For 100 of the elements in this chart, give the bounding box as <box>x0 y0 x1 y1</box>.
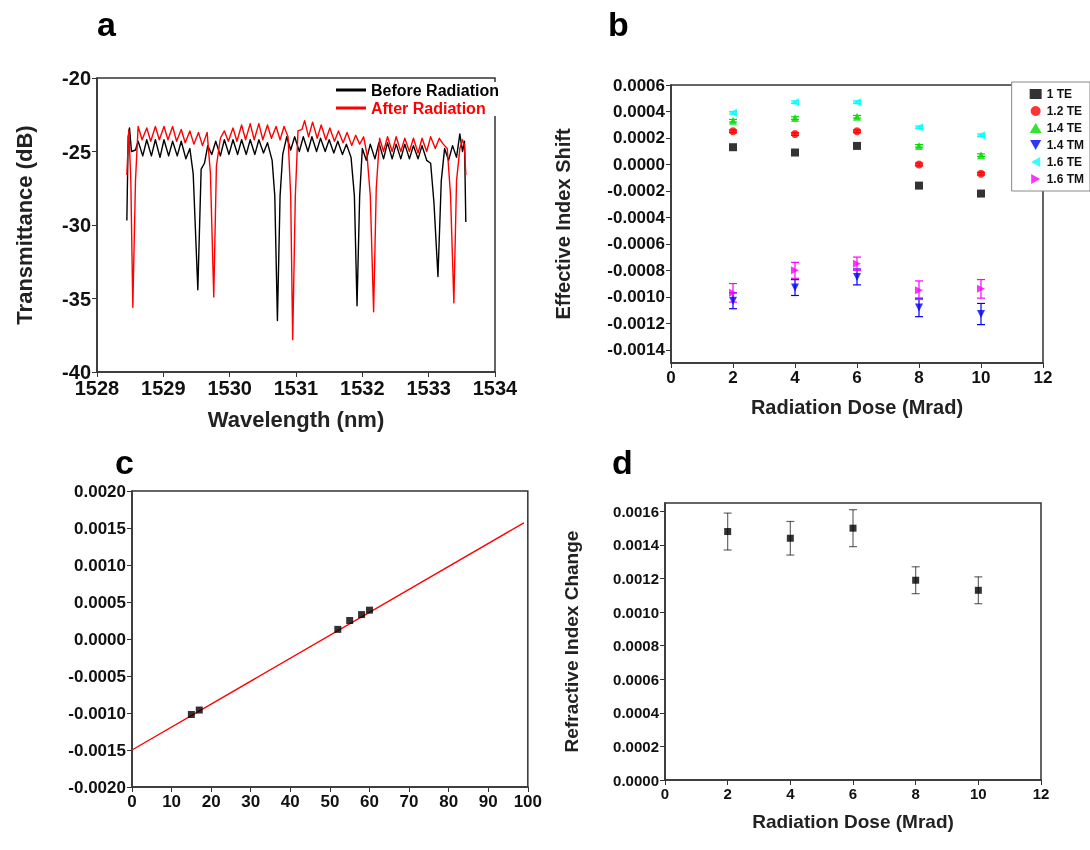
y-tick-label: 0.0006 <box>613 670 659 688</box>
x-tick-label: 0 <box>660 785 670 802</box>
legend-label: 1.4 TE <box>1046 121 1083 135</box>
y-tick-label: -0.0002 <box>607 181 665 201</box>
x-tick-label: 10 <box>971 368 991 387</box>
legend-label: 1.2 TE <box>1046 104 1083 118</box>
y-tick-label: -30 <box>62 214 91 236</box>
y-tick-label: -0.0010 <box>607 287 665 307</box>
point <box>195 706 203 714</box>
point <box>729 288 737 297</box>
point <box>791 283 799 292</box>
y-axis-title: Effective Index Shift <box>552 128 574 320</box>
x-tick-label: 1533 <box>406 377 451 399</box>
x-axis-title: Radiation Dose (Mrad) <box>752 811 954 832</box>
x-tick-label: 1529 <box>141 377 186 399</box>
x-tick-label: 60 <box>360 792 379 811</box>
legend-label: After Radiation <box>370 99 486 117</box>
y-tick-label: 0.0000 <box>74 629 126 649</box>
x-tick-label: 90 <box>478 792 498 811</box>
y-tick-label: -0.0015 <box>68 740 126 760</box>
legend-label: 1.6 TE <box>1046 155 1083 169</box>
point <box>849 524 857 532</box>
y-axis-title: Refractive Index Change <box>561 530 582 753</box>
y-tick-label: -0.0012 <box>607 313 665 333</box>
x-tick-label: 70 <box>399 792 419 811</box>
x-tick-label: 1531 <box>273 377 319 399</box>
x-tick-label: 8 <box>911 785 920 802</box>
x-tick-label: 12 <box>1032 785 1050 802</box>
legend-label: Before Radiation <box>370 81 499 99</box>
point <box>786 534 794 542</box>
point <box>791 266 799 275</box>
y-tick-label: 0.0012 <box>613 570 659 588</box>
x-tick-label: 12 <box>1033 368 1053 387</box>
y-tick-label: 0.0000 <box>613 771 659 789</box>
y-tick-label: 0.0004 <box>613 101 666 121</box>
y-tick-label: -25 <box>62 140 91 163</box>
y-tick-label: 0.0015 <box>74 518 126 538</box>
x-tick-label: 0 <box>127 792 137 811</box>
x-tick-label: 40 <box>280 792 300 811</box>
x-tick-label: 30 <box>241 792 261 811</box>
x-axis-title: Radiation Dose (Mrad) <box>750 396 964 418</box>
x-tick-label: 4 <box>790 368 801 387</box>
x-tick-label: 50 <box>320 792 340 811</box>
y-tick-label: -20 <box>62 67 91 89</box>
y-tick-label: -0.0010 <box>68 703 126 723</box>
point <box>915 286 923 295</box>
x-tick-label: 4 <box>786 785 796 802</box>
x-tick-label: 0 <box>666 368 676 387</box>
chart-title: b <box>608 5 629 43</box>
point <box>358 611 366 619</box>
point <box>187 710 195 718</box>
x-tick-label: 100 <box>513 792 543 811</box>
x-tick-label: 1530 <box>207 377 252 399</box>
y-tick-label: 0.0006 <box>613 75 665 95</box>
x-tick-label: 1534 <box>472 377 519 399</box>
point <box>729 296 737 305</box>
y-tick-label: -0.0005 <box>68 666 126 686</box>
y-tick-label: 0.0002 <box>613 128 665 148</box>
point <box>977 189 985 198</box>
y-tick-label: -0.0014 <box>607 340 666 360</box>
point <box>365 606 373 614</box>
x-tick-label: 6 <box>848 785 858 802</box>
point <box>915 181 923 190</box>
y-tick-label: -0.0006 <box>607 234 665 254</box>
y-axis-title: Transmittance (dB) <box>11 125 37 325</box>
point <box>974 586 982 594</box>
y-tick-label: 0.0020 <box>74 481 126 501</box>
y-tick-label: -0.0020 <box>68 777 126 797</box>
y-tick-label: 0.0014 <box>613 536 660 554</box>
y-tick-label: 0.0016 <box>613 502 659 520</box>
legend-label: 1.6 TM <box>1046 172 1084 186</box>
point <box>724 528 732 536</box>
x-tick-label: 2 <box>728 368 738 387</box>
legend-label: 1.4 TM <box>1046 138 1084 152</box>
point <box>915 303 923 312</box>
point <box>334 625 342 633</box>
point <box>853 272 861 281</box>
y-tick-label: 0.0000 <box>613 154 665 174</box>
y-tick-label: -0.0008 <box>607 260 665 280</box>
y-tick-label: 0.0002 <box>613 737 659 755</box>
x-tick-label: 8 <box>914 368 924 387</box>
legend-label: 1 TE <box>1046 87 1072 101</box>
y-tick-label: 0.0005 <box>74 592 126 612</box>
chart-title: a <box>97 5 117 43</box>
x-tick-label: 6 <box>852 368 862 387</box>
y-tick-label: -0.0004 <box>607 207 666 227</box>
chart-title: d <box>612 443 633 481</box>
y-tick-label: 0.0010 <box>613 603 659 621</box>
x-axis-title: Wavelength (nm) <box>207 406 385 432</box>
y-tick-label: 0.0010 <box>74 555 126 575</box>
x-tick-label: 1532 <box>340 377 385 399</box>
x-tick-label: 10 <box>162 792 182 811</box>
chart-title: c <box>115 443 134 481</box>
point <box>346 617 354 624</box>
point <box>729 143 737 152</box>
y-tick-label: -35 <box>62 287 91 310</box>
x-tick-label: 2 <box>723 785 732 802</box>
x-tick-label: 10 <box>969 785 987 802</box>
y-tick-label: 0.0008 <box>613 637 659 655</box>
point <box>912 576 920 584</box>
